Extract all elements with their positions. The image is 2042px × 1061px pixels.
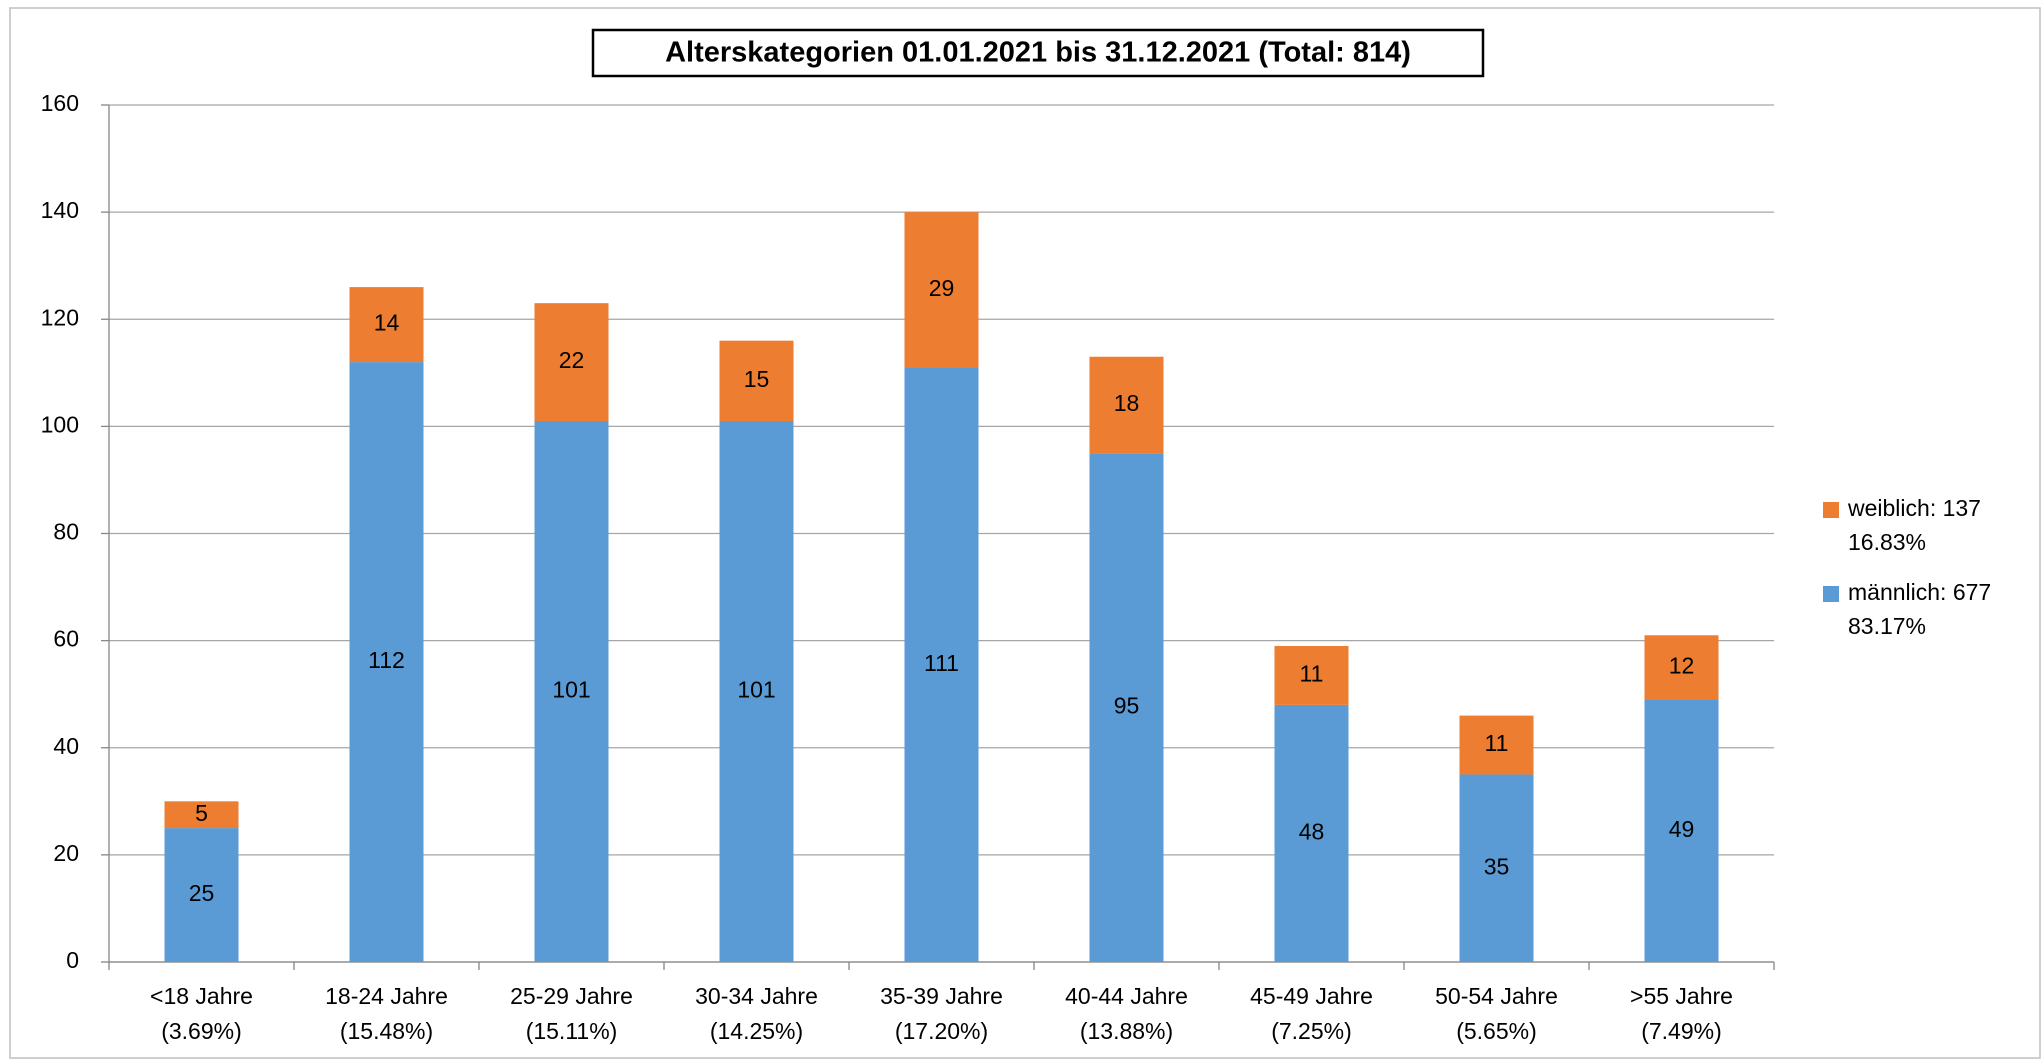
y-tick-label: 140	[41, 197, 79, 223]
data-label: 25	[189, 880, 215, 906]
x-tick-label: (3.69%)	[161, 1018, 242, 1044]
x-tick-label: >55 Jahre	[1630, 983, 1733, 1009]
bar-segment	[904, 212, 979, 368]
chart-title: Alterskategorien 01.01.2021 bis 31.12.20…	[665, 37, 1411, 69]
x-tick-label: 30-34 Jahre	[695, 983, 818, 1009]
legend-share: 83.17%	[1848, 613, 1926, 639]
data-label: 95	[1114, 693, 1140, 719]
bar-segment	[534, 303, 609, 422]
y-tick-label: 80	[53, 519, 79, 545]
bar-segment	[1644, 635, 1719, 700]
bar-segment	[1644, 699, 1719, 962]
data-label: 18	[1114, 390, 1140, 416]
x-tick-label: 18-24 Jahre	[325, 983, 448, 1009]
legend-swatch	[1823, 502, 1839, 518]
data-label: 101	[552, 677, 590, 703]
data-label: 49	[1669, 816, 1695, 842]
data-label: 48	[1299, 819, 1325, 845]
bar-segment	[904, 367, 979, 962]
x-tick-label: 50-54 Jahre	[1435, 983, 1558, 1009]
data-label: 22	[559, 347, 585, 373]
x-tick-label: (7.25%)	[1271, 1018, 1352, 1044]
data-label: 14	[374, 310, 400, 336]
bar-segment	[1089, 453, 1164, 962]
bar-segment	[164, 828, 239, 962]
x-tick-label: (5.65%)	[1456, 1018, 1537, 1044]
y-tick-label: 100	[41, 411, 79, 437]
y-tick-label: 40	[53, 733, 79, 759]
bar-segment	[534, 421, 609, 962]
data-label: 112	[368, 647, 405, 673]
data-label: 11	[1485, 730, 1509, 756]
data-label: 5	[195, 800, 208, 826]
data-label: 101	[737, 677, 775, 703]
bar-segment	[1274, 645, 1349, 705]
chart-frame	[9, 7, 2041, 1059]
data-label: 29	[929, 275, 955, 301]
x-tick-label: (7.49%)	[1641, 1018, 1722, 1044]
data-label: 35	[1484, 853, 1510, 879]
y-tick-label: 0	[66, 947, 79, 973]
bar-segment	[349, 287, 424, 363]
x-tick-label: (14.25%)	[710, 1018, 803, 1044]
bar-segment	[1459, 774, 1534, 962]
bar-segment	[164, 801, 239, 829]
y-tick-label: 20	[53, 840, 79, 866]
legend-share: 16.83%	[1848, 529, 1926, 555]
x-tick-label: (15.48%)	[340, 1018, 433, 1044]
x-tick-label: 40-44 Jahre	[1065, 983, 1188, 1009]
bar-segment	[719, 340, 794, 422]
legend-swatch	[1823, 586, 1839, 602]
y-tick-label: 120	[41, 304, 79, 330]
bar-segment	[1274, 704, 1349, 962]
legend-label: weiblich: 137	[1847, 495, 1981, 521]
x-tick-label: 35-39 Jahre	[880, 983, 1003, 1009]
data-label: 111	[924, 650, 959, 676]
x-tick-label: (17.20%)	[895, 1018, 988, 1044]
bar-segment	[719, 421, 794, 962]
title-box	[591, 28, 1485, 78]
data-label: 15	[744, 366, 770, 392]
x-tick-label: 45-49 Jahre	[1250, 983, 1373, 1009]
bar-segment	[1459, 715, 1534, 775]
bar-segment	[349, 362, 424, 963]
x-tick-label: 25-29 Jahre	[510, 983, 633, 1009]
x-tick-label: (13.88%)	[1080, 1018, 1173, 1044]
legend-label: männlich: 677	[1848, 579, 1991, 605]
data-label: 11	[1300, 661, 1324, 687]
y-tick-label: 60	[53, 626, 79, 652]
y-tick-label: 160	[41, 90, 79, 116]
data-label: 12	[1669, 652, 1695, 678]
x-tick-label: (15.11%)	[526, 1018, 618, 1044]
x-tick-label: <18 Jahre	[150, 983, 253, 1009]
bar-segment	[1089, 356, 1164, 454]
